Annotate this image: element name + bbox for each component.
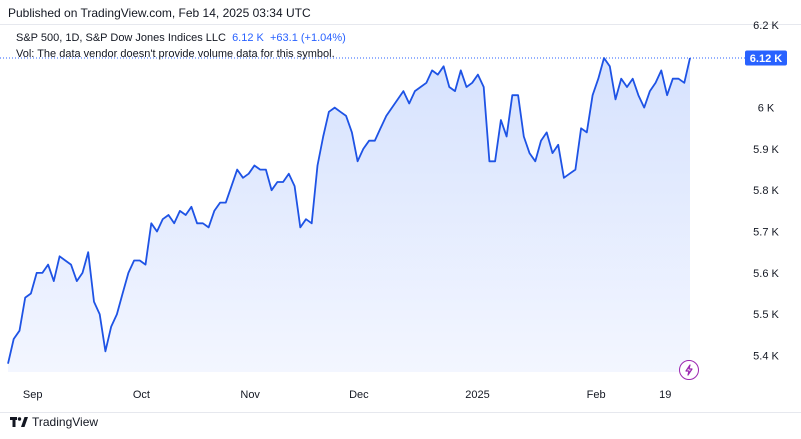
x-tick-label: 2025	[465, 389, 489, 401]
x-tick-label: Feb	[587, 389, 606, 401]
x-tick-label: Dec	[349, 389, 369, 401]
y-tick-label: 5.4 K	[753, 350, 779, 362]
footer-brand: TradingView	[32, 415, 99, 429]
y-tick-label: 5.9 K	[753, 144, 779, 156]
published-caption: Published on TradingView.com, Feb 14, 20…	[8, 6, 311, 20]
x-axis: Sep Oct Nov Dec 2025 Feb 19	[23, 389, 671, 401]
lightning-icon[interactable]	[679, 360, 699, 380]
x-tick-label: Sep	[23, 389, 43, 401]
legend-change: +63.1 (+1.04%)	[270, 32, 346, 44]
chart-frame	[0, 24, 801, 413]
price-line	[7, 57, 691, 364]
legend-symbol: S&P 500, 1D, S&P Dow Jones Indices LLC	[16, 32, 226, 44]
legend-symbol-row: S&P 500, 1D, S&P Dow Jones Indices LLC 6…	[16, 30, 346, 46]
last-price-tag: 6.12 K	[745, 50, 787, 66]
y-tick-label: 6.2 K	[753, 20, 779, 32]
y-tick-label: 5.8 K	[753, 185, 779, 197]
y-tick-label: 5.5 K	[753, 309, 779, 321]
last-price-tag-label: 6.12 K	[750, 53, 782, 65]
price-area-fill	[8, 58, 690, 372]
footer: TradingView	[10, 415, 98, 429]
y-tick-label: 5.7 K	[753, 227, 779, 239]
y-axis: 5.4 K 5.5 K 5.6 K 5.7 K 5.8 K 5.9 K 6 K 6.2 K	[753, 20, 779, 362]
y-tick-label: 5.6 K	[753, 268, 779, 280]
x-tick-label: Nov	[240, 389, 260, 401]
chart-legend: S&P 500, 1D, S&P Dow Jones Indices LLC 6…	[16, 30, 346, 62]
tradingview-logo-icon	[10, 417, 28, 427]
y-tick-label: 6 K	[758, 103, 775, 115]
legend-last-value: 6.12 K	[232, 32, 264, 44]
x-tick-label: Oct	[133, 389, 150, 401]
x-tick-label: 19	[659, 389, 671, 401]
legend-volume-note: Vol: The data vendor doesn't provide vol…	[16, 48, 335, 60]
